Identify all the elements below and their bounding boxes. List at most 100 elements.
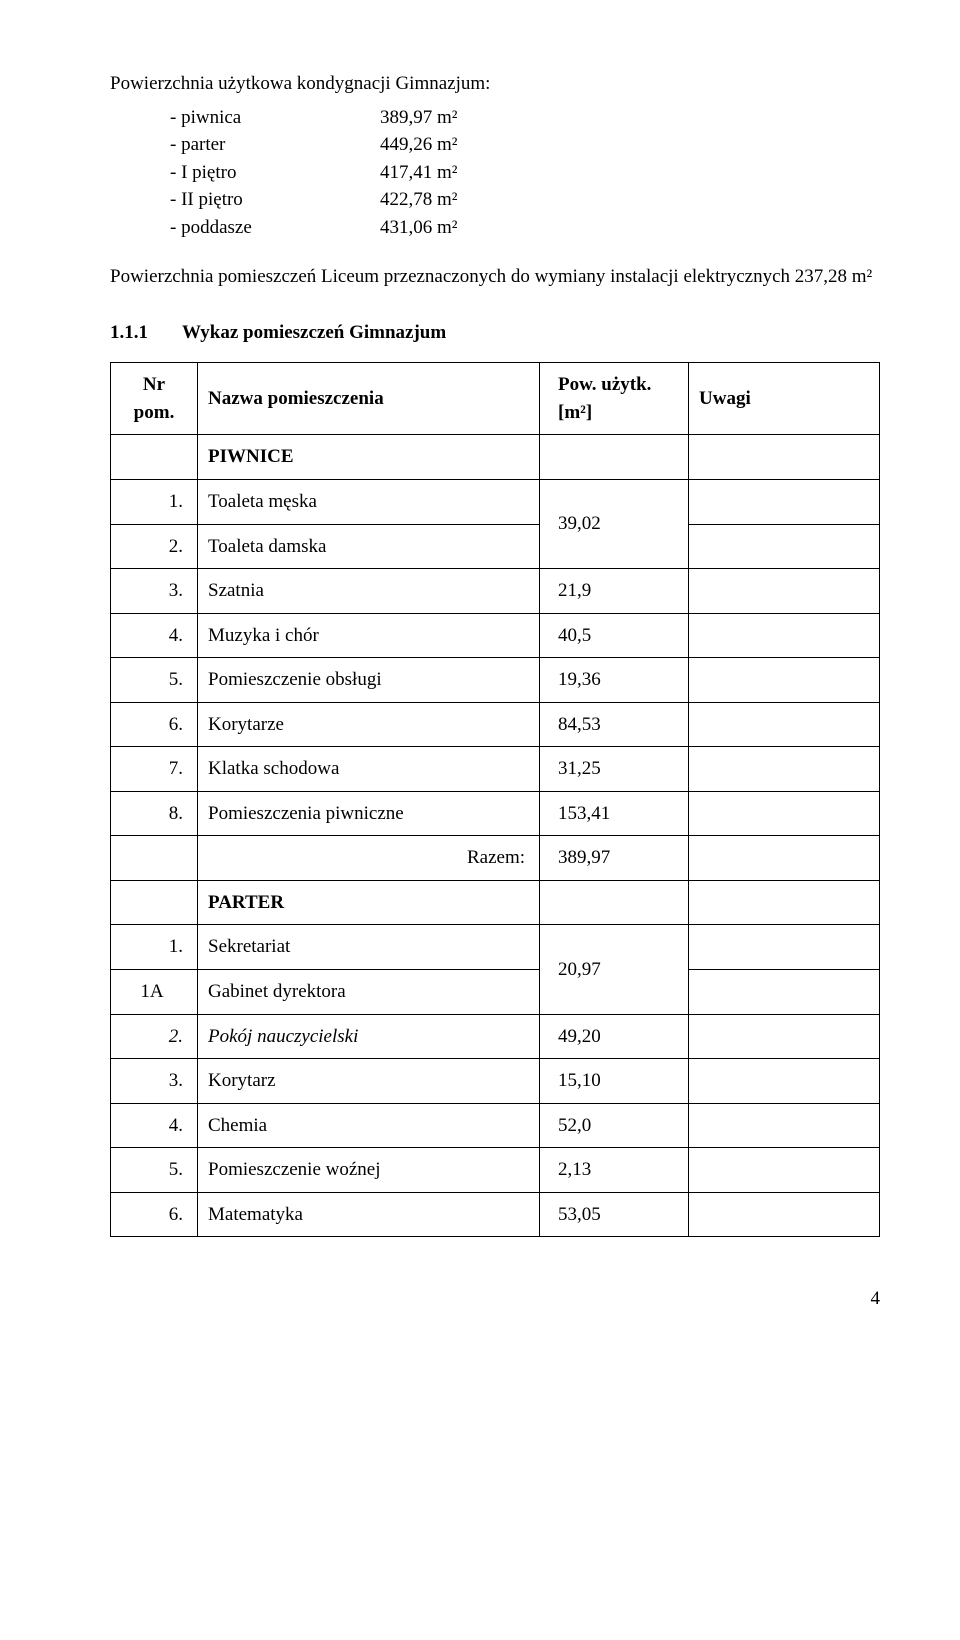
area-row: - parter 449,26 m² [170, 131, 880, 159]
cell-area: 153,41 [540, 791, 689, 836]
cell-nr: 4. [111, 1103, 198, 1148]
section-parter: PARTER [198, 880, 540, 925]
table-row: 3. Szatnia 21,9 [111, 569, 880, 614]
cell-name: Matematyka [198, 1192, 540, 1237]
area-row: - poddasze 431,06 m² [170, 214, 880, 242]
sum-label: Razem: [198, 836, 540, 881]
cell-notes [689, 524, 880, 569]
area-row-value: 422,78 m² [380, 186, 457, 214]
cell-nr: 2. [111, 524, 198, 569]
rooms-table: Nr pom. Nazwa pomieszczenia Pow. użytk. … [110, 362, 880, 1237]
cell-empty [111, 880, 198, 925]
cell-name: Sekretariat [198, 925, 540, 970]
cell-nr: 1. [111, 480, 198, 525]
cell-nr: 6. [111, 1192, 198, 1237]
table-row: 1. Toaleta męska 39,02 [111, 480, 880, 525]
cell-area-merged: 39,02 [540, 480, 689, 569]
area-row-label: - poddasze [170, 214, 380, 242]
table-row: 5. Pomieszczenie obsługi 19,36 [111, 658, 880, 703]
cell-nr: 4. [111, 613, 198, 658]
cell-name: Chemia [198, 1103, 540, 1148]
area-row-label: - II piętro [170, 186, 380, 214]
th-area: Pow. użytk. [m²] [540, 363, 689, 435]
page-number: 4 [110, 1285, 880, 1313]
cell-area: 40,5 [540, 613, 689, 658]
cell-notes [689, 925, 880, 970]
cell-name: Muzyka i chór [198, 613, 540, 658]
cell-name: Gabinet dyrektora [198, 970, 540, 1015]
table-row: 2. Toaleta damska [111, 524, 880, 569]
cell-empty [689, 435, 880, 480]
table-row: 6. Matematyka 53,05 [111, 1192, 880, 1237]
cell-nr: 2. [111, 1014, 198, 1059]
table-section-row: PIWNICE [111, 435, 880, 480]
table-row: 4. Chemia 52,0 [111, 1103, 880, 1148]
area-row-label: - parter [170, 131, 380, 159]
table-header-row: Nr pom. Nazwa pomieszczenia Pow. użytk. … [111, 363, 880, 435]
table-row: 3. Korytarz 15,10 [111, 1059, 880, 1104]
area-row-label: - I piętro [170, 159, 380, 187]
area-row-value: 417,41 m² [380, 159, 457, 187]
cell-nr: 3. [111, 569, 198, 614]
cell-area: 49,20 [540, 1014, 689, 1059]
cell-notes [689, 480, 880, 525]
cell-name: Pomieszczenie obsługi [198, 658, 540, 703]
cell-notes [689, 1192, 880, 1237]
th-nr: Nr pom. [111, 363, 198, 435]
cell-notes [689, 569, 880, 614]
cell-empty [111, 836, 198, 881]
cell-name: Pomieszczenia piwniczne [198, 791, 540, 836]
area-row: - II piętro 422,78 m² [170, 186, 880, 214]
cell-area: 19,36 [540, 658, 689, 703]
cell-name: Korytarz [198, 1059, 540, 1104]
cell-empty [540, 880, 689, 925]
cell-notes [689, 1103, 880, 1148]
table-row: 1. Sekretariat 20,97 [111, 925, 880, 970]
cell-notes [689, 791, 880, 836]
cell-empty [689, 836, 880, 881]
table-row: 1A Gabinet dyrektora [111, 970, 880, 1015]
cell-notes [689, 658, 880, 703]
cell-empty [111, 435, 198, 480]
cell-area: 21,9 [540, 569, 689, 614]
cell-nr: 1A [111, 970, 198, 1015]
cell-name: Korytarze [198, 702, 540, 747]
cell-area-merged: 20,97 [540, 925, 689, 1014]
table-section-row: PARTER [111, 880, 880, 925]
cell-notes [689, 1148, 880, 1193]
section-piwnice: PIWNICE [198, 435, 540, 480]
cell-notes [689, 702, 880, 747]
area-row-value: 431,06 m² [380, 214, 457, 242]
cell-nr: 5. [111, 658, 198, 703]
cell-empty [689, 880, 880, 925]
area-row: - piwnica 389,97 m² [170, 104, 880, 132]
cell-nr: 7. [111, 747, 198, 792]
cell-name: Pokój nauczycielski [198, 1014, 540, 1059]
section-title: Wykaz pomieszczeń Gimnazjum [182, 319, 446, 347]
th-notes: Uwagi [689, 363, 880, 435]
area-row: - I piętro 417,41 m² [170, 159, 880, 187]
cell-notes [689, 1014, 880, 1059]
sum-value: 389,97 [540, 836, 689, 881]
cell-name: Toaleta damska [198, 524, 540, 569]
paragraph: Powierzchnia pomieszczeń Liceum przeznac… [110, 263, 880, 291]
cell-area: 84,53 [540, 702, 689, 747]
cell-area: 31,25 [540, 747, 689, 792]
table-row: 4. Muzyka i chór 40,5 [111, 613, 880, 658]
cell-empty [540, 435, 689, 480]
table-row: 7. Klatka schodowa 31,25 [111, 747, 880, 792]
cell-notes [689, 747, 880, 792]
table-row: 5. Pomieszczenie woźnej 2,13 [111, 1148, 880, 1193]
cell-name: Klatka schodowa [198, 747, 540, 792]
cell-nr: 3. [111, 1059, 198, 1104]
area-row-value: 449,26 m² [380, 131, 457, 159]
area-intro-title: Powierzchnia użytkowa kondygnacji Gimnaz… [110, 70, 880, 98]
cell-name: Szatnia [198, 569, 540, 614]
table-row: 6. Korytarze 84,53 [111, 702, 880, 747]
cell-nr: 6. [111, 702, 198, 747]
cell-notes [689, 613, 880, 658]
table-row: 2. Pokój nauczycielski 49,20 [111, 1014, 880, 1059]
table-sum-row: Razem: 389,97 [111, 836, 880, 881]
section-heading: 1.1.1 Wykaz pomieszczeń Gimnazjum [110, 319, 880, 347]
cell-area: 52,0 [540, 1103, 689, 1148]
